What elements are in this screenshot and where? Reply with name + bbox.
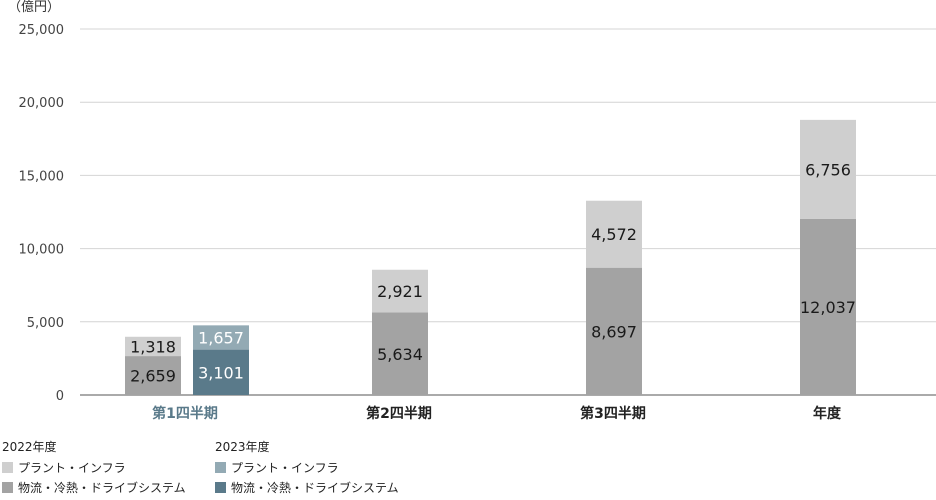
bar-segment [193,325,249,350]
data-label: 1,657 [198,328,244,347]
gridlines [80,28,936,396]
x-category-label: 年度 [813,405,842,422]
legend-group-2022: 2022年度 プラント・インフラ 物流・冷熱・ドライブシステム [2,440,186,500]
legend-swatch [2,461,13,473]
y-tick-label: 0 [56,389,64,404]
legend-item-label: プラント・インフラ [231,460,339,475]
data-label: 2,659 [130,367,176,386]
legend-item-logistics-2022: 物流・冷熱・ドライブシステム [2,480,186,495]
bar-segment [586,267,642,395]
bar-segment [372,269,428,313]
bar-segment [125,356,181,395]
bar-segment [800,218,856,395]
x-category-label: 第1四半期 [152,405,218,422]
data-label: 1,318 [130,337,176,356]
bar-segment [586,200,642,268]
y-tick-label: 15,000 [19,169,65,184]
data-label: 6,756 [805,160,851,179]
legend-group-title: 2023年度 [215,440,270,454]
x-category-label: 第2四半期 [366,405,432,422]
bar-segment [193,349,249,395]
bar-segment [125,336,181,357]
legend-group-title: 2022年度 [2,440,57,454]
y-axis-unit-label: （億円） [8,0,60,15]
bar-segment [372,312,428,395]
legend-item-label: 物流・冷熱・ドライブシステム [18,480,186,495]
legend-item-plant-infra-2022: プラント・インフラ [2,460,186,475]
legend-swatch [215,461,226,473]
data-label: 5,634 [377,345,423,364]
data-label: 2,921 [377,282,423,301]
data-label: 3,101 [198,363,244,382]
data-label: 12,037 [800,298,856,317]
legend-item-label: プラント・インフラ [18,460,126,475]
bars: 2,659 1,318 3,101 1,657 5,634 2,921 8,697 4,572… [125,119,856,395]
legend-group-2023: 2023年度 プラント・インフラ 物流・冷熱・ドライブシステム [215,440,399,500]
y-tick-label: 25,000 [19,23,65,38]
data-label: 4,572 [591,225,637,244]
legend-item-logistics-2023: 物流・冷熱・ドライブシステム [215,480,399,495]
legend-swatch [2,481,13,493]
legend-swatch [215,481,226,493]
y-tick-label: 10,000 [19,243,65,258]
legend-item-plant-infra-2023: プラント・インフラ [215,460,399,475]
y-axis-tick-labels: 0 5,000 10,000 15,000 20,000 25,000 [19,23,65,404]
x-category-label: 第3四半期 [580,405,646,422]
y-tick-label: 20,000 [19,96,65,111]
x-axis-category-labels: 第1四半期 第2四半期 第3四半期 年度 [152,405,842,422]
legend-item-label: 物流・冷熱・ドライブシステム [231,480,399,495]
bar-segment [800,119,856,219]
y-tick-label: 5,000 [27,316,64,331]
data-label: 8,697 [591,322,637,341]
